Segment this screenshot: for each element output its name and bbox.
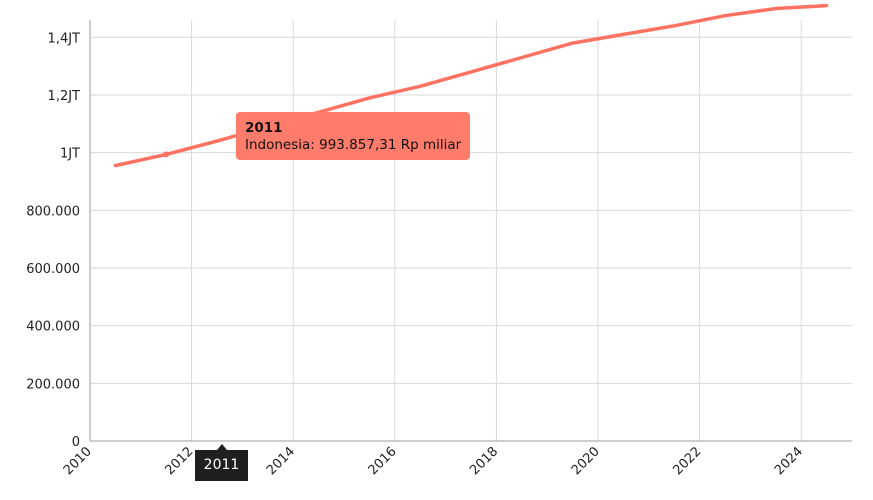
highlighted-data-point[interactable] bbox=[163, 151, 170, 158]
x-tick-label: 2014 bbox=[264, 444, 298, 478]
data-point[interactable] bbox=[723, 14, 727, 18]
data-point[interactable] bbox=[418, 84, 422, 88]
data-point[interactable] bbox=[469, 70, 473, 74]
y-tick-label: 0 bbox=[72, 435, 80, 450]
data-point[interactable] bbox=[621, 32, 625, 36]
tooltip-value: Indonesia: 993.857,31 Rp miliar bbox=[245, 137, 462, 153]
data-point[interactable] bbox=[215, 139, 219, 143]
grid-lines bbox=[90, 20, 852, 441]
x-tick-label: 2010 bbox=[61, 444, 95, 478]
data-point[interactable] bbox=[113, 164, 117, 168]
x-axis-tick-labels: 2010 2012 2014 2016 2018 2020 2022 2024 bbox=[61, 444, 806, 478]
x-tick-label: 2018 bbox=[467, 444, 501, 478]
series-points[interactable] bbox=[113, 4, 828, 168]
y-axis-tick-labels: 0 200.000 400.000 600.000 800.000 1JT 1,2JT 1,4… bbox=[26, 31, 80, 450]
data-point[interactable] bbox=[774, 6, 778, 10]
x-tick-label: 2020 bbox=[569, 444, 603, 478]
y-tick-label: 400.000 bbox=[26, 320, 80, 335]
y-tick-label: 600.000 bbox=[26, 262, 80, 277]
data-point-tooltip: 2011 Indonesia: 993.857,31 Rp miliar bbox=[236, 112, 471, 160]
x-tick-label: 2012 bbox=[162, 444, 196, 478]
crosshair-x-label: 2011 bbox=[195, 444, 248, 481]
axes bbox=[89, 20, 852, 442]
series-lines bbox=[113, 3, 829, 168]
y-tick-label: 800.000 bbox=[26, 204, 80, 219]
data-point[interactable] bbox=[672, 24, 676, 28]
data-point[interactable] bbox=[520, 55, 524, 59]
x-tick-label: 2022 bbox=[670, 444, 704, 478]
y-tick-label: 200.000 bbox=[26, 377, 80, 392]
data-point[interactable] bbox=[571, 41, 575, 45]
y-tick-label: 1JT bbox=[60, 147, 80, 162]
tooltip-year: 2011 bbox=[245, 120, 283, 136]
data-point[interactable] bbox=[825, 4, 829, 8]
series-line bbox=[113, 3, 829, 168]
data-point[interactable] bbox=[367, 96, 371, 100]
y-tick-label: 1,4JT bbox=[48, 31, 81, 46]
x-tick-label: 2016 bbox=[366, 444, 400, 478]
x-tick-label: 2024 bbox=[772, 444, 806, 478]
y-tick-label: 1,2JT bbox=[48, 89, 81, 104]
